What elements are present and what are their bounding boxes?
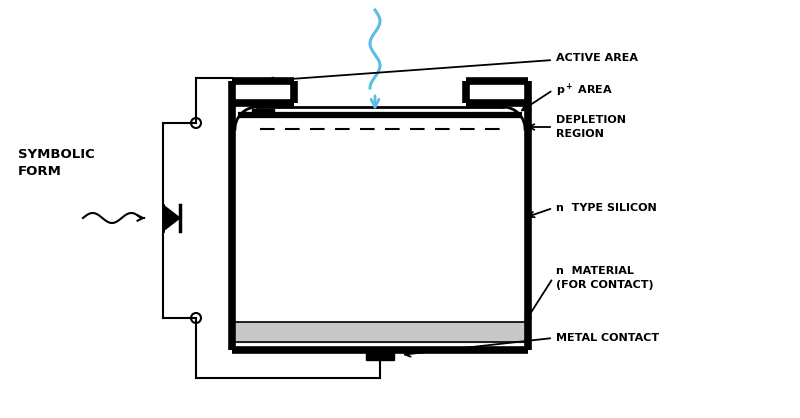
Text: n  MATERIAL
(FOR CONTACT): n MATERIAL (FOR CONTACT) <box>556 266 654 290</box>
Bar <box>236 322 524 342</box>
Text: $\mathregular{p^+}$ AREA: $\mathregular{p^+}$ AREA <box>556 82 613 99</box>
Text: ACTIVE AREA: ACTIVE AREA <box>556 53 638 63</box>
Text: DEPLETION
REGION: DEPLETION REGION <box>556 115 626 139</box>
Polygon shape <box>163 205 180 231</box>
Text: n  TYPE SILICON: n TYPE SILICON <box>556 203 657 213</box>
Text: METAL CONTACT: METAL CONTACT <box>556 333 659 343</box>
Bar <box>366 350 394 360</box>
Text: SYMBOLIC
FORM: SYMBOLIC FORM <box>18 148 94 178</box>
Text: laser: laser <box>357 0 398 2</box>
Bar <box>252 109 274 115</box>
